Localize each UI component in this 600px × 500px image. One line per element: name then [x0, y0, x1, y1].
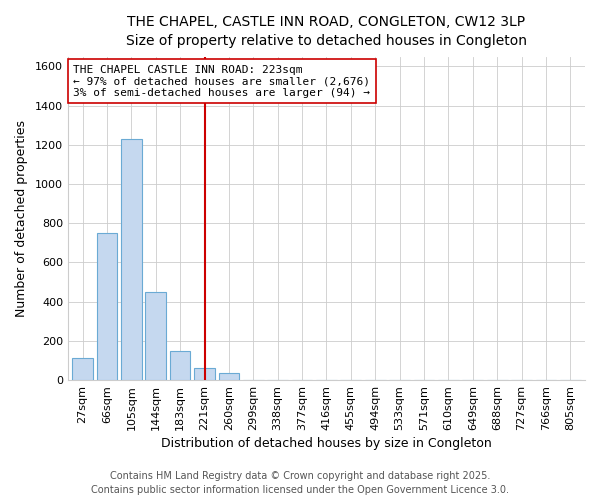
Text: THE CHAPEL CASTLE INN ROAD: 223sqm
← 97% of detached houses are smaller (2,676)
: THE CHAPEL CASTLE INN ROAD: 223sqm ← 97%… [73, 64, 370, 98]
Bar [72, 358, 93, 380]
Bar [218, 373, 239, 380]
Bar [194, 368, 215, 380]
Title: THE CHAPEL, CASTLE INN ROAD, CONGLETON, CW12 3LP
Size of property relative to de: THE CHAPEL, CASTLE INN ROAD, CONGLETON, … [126, 15, 527, 48]
Bar [121, 139, 142, 380]
X-axis label: Distribution of detached houses by size in Congleton: Distribution of detached houses by size … [161, 437, 492, 450]
Text: Contains HM Land Registry data © Crown copyright and database right 2025.
Contai: Contains HM Land Registry data © Crown c… [91, 471, 509, 495]
Bar [170, 350, 190, 380]
Bar [145, 292, 166, 380]
Bar [97, 233, 118, 380]
Y-axis label: Number of detached properties: Number of detached properties [15, 120, 28, 317]
